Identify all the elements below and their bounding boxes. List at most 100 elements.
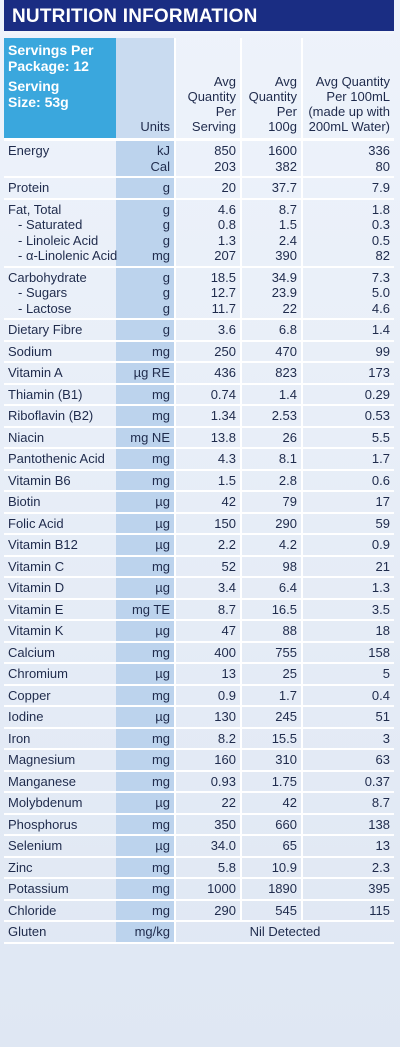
nutrient-unit: mg	[151, 859, 170, 875]
nutrient-name-cell: Calcium	[4, 641, 116, 664]
value-per-serving-cell: 4.6 0.8 1.3 207	[174, 198, 241, 268]
table-row: Protein g 20 37.7 7.9	[4, 177, 394, 200]
value-per-100g-cell: 545	[240, 899, 302, 922]
value-per-serving-cell: 150	[174, 512, 241, 535]
nutrient-name-cell: Selenium	[4, 835, 116, 858]
nutrient-name: Vitamin E	[8, 601, 64, 617]
value-per-100ml: 0.4	[371, 687, 390, 703]
value-per-serving: 290	[214, 902, 236, 918]
nutrient-unit-cell: µg	[116, 512, 175, 535]
value-per-100ml: 13	[375, 838, 390, 853]
value-per-serving: 18.5	[210, 269, 236, 285]
value-per-100g: 660	[275, 816, 297, 832]
value-per-100ml: 3.5	[371, 601, 390, 617]
nutrient-unit: mg	[151, 773, 170, 789]
value-per-serving-cell: 1.34	[174, 405, 241, 428]
table-row: Vitamin A µg RE 436 823 173	[4, 362, 394, 385]
nutrient-name: Fat, Total	[8, 201, 62, 217]
nutrient-name-cell: Niacin	[4, 426, 116, 449]
nutrient-name: Vitamin K	[8, 623, 64, 638]
value-per-100ml-cell: 1.8 0.3 0.5 82	[301, 198, 394, 268]
value-per-serving-cell: 436	[174, 362, 241, 385]
nutrient-name-cell: Vitamin E	[4, 598, 116, 621]
value-per-100g-cell: 8.7 1.5 2.4 390	[240, 198, 302, 268]
nutrient-name: - Linoleic Acid	[18, 232, 99, 248]
value-per-serving-cell: 350	[174, 813, 241, 836]
table-row: Chromium µg 13 25 5	[4, 663, 394, 686]
nutrient-name: Riboflavin (B2)	[8, 408, 94, 423]
value-per-serving-cell: 130	[174, 706, 241, 729]
table-row: Vitamin B6 mg 1.5 2.8 0.6	[4, 469, 394, 492]
nutrient-name: Potassium	[8, 881, 69, 896]
gluten-unit-text: mg/kg	[134, 924, 170, 939]
nutrient-unit: mg	[151, 343, 170, 359]
value-per-serving-cell: 5.8	[174, 856, 241, 879]
nutrient-name-cell: Vitamin A	[4, 362, 116, 385]
table-row: Sodium mg 250 470 99	[4, 340, 394, 363]
nutrient-unit-cell: g g g mg	[116, 198, 175, 268]
nutrient-name: Vitamin A	[8, 365, 63, 380]
value-per-serving-cell: 13.8	[174, 426, 241, 449]
nutrient-name: Vitamin C	[8, 558, 65, 574]
table-row: Phosphorus mg 350 660 138	[4, 813, 394, 836]
value-per-100g-cell: 25	[240, 663, 302, 686]
table-row: Potassium mg 1000 1890 395	[4, 878, 394, 901]
value-per-serving-cell: 20	[174, 177, 241, 200]
value-per-serving: 436	[214, 365, 236, 380]
nutrient-unit-cell: mg	[116, 856, 175, 879]
nutrient-name: - Lactose	[18, 300, 72, 316]
nutrient-name: Protein	[8, 180, 50, 195]
value-per-serving: 850	[214, 143, 236, 158]
value-per-100ml-cell: 7.9	[301, 177, 394, 200]
serving-size-value: Size: 53g	[8, 94, 69, 110]
value-per-100g: 26	[282, 429, 297, 445]
nutrient-unit: g	[162, 232, 170, 248]
nutrient-unit-cell: mg	[116, 641, 175, 664]
value-per-serving-cell: 42	[174, 491, 241, 514]
value-per-100g: 6.4	[278, 580, 297, 595]
table-row: Iron mg 8.2 15.5 3	[4, 727, 394, 750]
value-per-100ml-cell: 2.3	[301, 856, 394, 879]
value-per-100g-cell: 26	[240, 426, 302, 449]
value-per-serving-cell: 2.2	[174, 534, 241, 557]
table-row: Molybdenum µg 22 42 8.7	[4, 792, 394, 815]
value-per-100g: 16.5	[271, 601, 297, 617]
value-per-serving-cell: 22	[174, 792, 241, 815]
table-row: Niacin mg NE 13.8 26 5.5	[4, 426, 394, 449]
table-row: Calcium mg 400 755 158	[4, 641, 394, 664]
value-per-100g-cell: 98	[240, 555, 302, 578]
table-row: Thiamin (B1) mg 0.74 1.4 0.29	[4, 383, 394, 406]
serving-size-label: Serving	[8, 78, 60, 94]
table-row: Vitamin D µg 3.4 6.4 1.3	[4, 577, 394, 600]
value-per-serving: 203	[214, 158, 236, 174]
value-per-100ml: 1.4	[371, 322, 390, 337]
nutrient-name: Phosphorus	[8, 816, 78, 832]
value-per-100ml-cell: 5	[301, 663, 394, 686]
value-per-serving: 0.8	[217, 217, 236, 232]
gluten-unit: mg/kg	[116, 921, 175, 944]
value-per-100ml: 80	[375, 158, 390, 174]
value-per-serving: 5.8	[217, 859, 236, 875]
value-per-serving: 42	[221, 494, 236, 509]
per-serving-header-line: Quantity	[187, 89, 236, 104]
nutrient-name: Dietary Fibre	[8, 322, 83, 337]
nutrient-name: Copper	[8, 687, 51, 703]
value-per-100g-cell: 6.4	[240, 577, 302, 600]
nutrient-unit: µg	[155, 623, 170, 638]
value-per-serving-cell: 8.7	[174, 598, 241, 621]
value-per-100g: 25	[282, 666, 297, 681]
value-per-100g-cell: 1.75	[240, 770, 302, 793]
table-row: Chloride mg 290 545 115	[4, 899, 394, 922]
table-row: Magnesium mg 160 310 63	[4, 749, 394, 772]
nutrient-name-cell: Phosphorus	[4, 813, 116, 836]
value-per-serving-cell: 290	[174, 899, 241, 922]
nutrient-name-cell: Vitamin D	[4, 577, 116, 600]
nutrient-unit: mg	[151, 644, 170, 660]
value-per-100g: 34.9	[271, 269, 297, 285]
value-per-100ml-cell: 138	[301, 813, 394, 836]
value-per-100ml: 395	[368, 881, 390, 896]
value-per-100g-cell: 470	[240, 340, 302, 363]
nutrient-unit: mg	[151, 408, 170, 423]
nutrient-unit: mg	[151, 752, 170, 767]
